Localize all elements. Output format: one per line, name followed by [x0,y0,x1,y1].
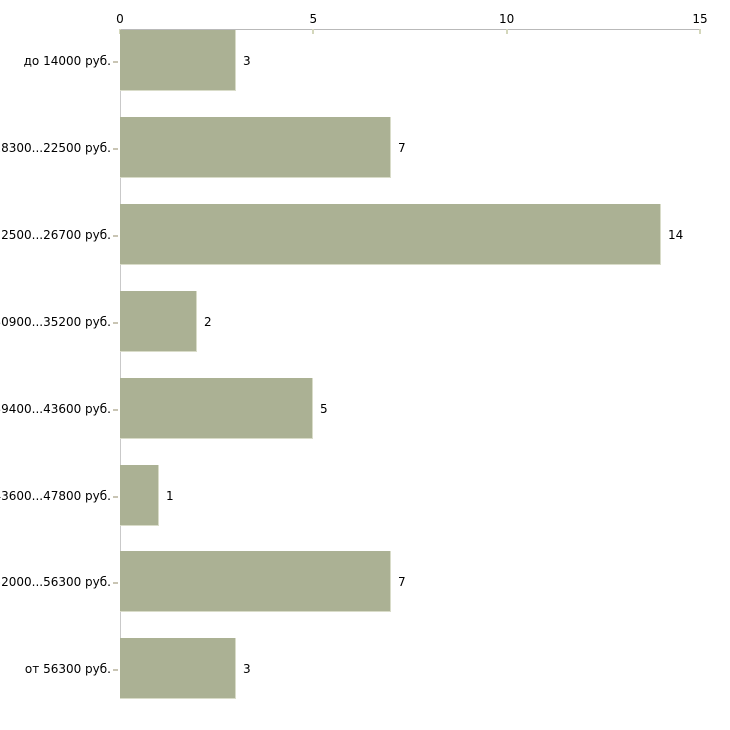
x-tick-mark [699,29,701,34]
bar [120,30,236,91]
bar-value-label: 3 [243,661,251,676]
category-tick-mark [113,235,118,237]
category-tick-mark [113,582,118,584]
x-tick-mark [312,29,315,34]
bar-value-label: 14 [668,227,684,242]
x-tick-label: 10 [499,12,515,26]
x-tick-label: 0 [116,12,124,26]
category-tick-mark [113,496,118,498]
bar-value-label: 5 [320,401,328,416]
category-label: 43600...47800 руб. [0,488,111,503]
category-tick-mark [113,61,118,63]
y-axis-line [120,29,121,699]
category-label: 30900...35200 руб. [0,314,111,329]
x-axis-line [120,29,701,30]
category-label: до 14000 руб. [23,53,111,68]
bar [120,291,197,352]
bar-value-label: 1 [166,488,174,503]
bar [120,551,391,612]
category-label: 18300...22500 руб. [0,140,111,155]
bar-value-label: 3 [243,53,251,68]
bar [120,638,236,699]
bar-value-label: 2 [204,314,212,329]
x-tick-mark [505,29,508,34]
x-tick-label: 5 [309,12,318,26]
bar-value-label: 7 [398,574,406,589]
category-tick-mark [113,409,118,411]
bar [120,465,159,526]
category-tick-mark [113,148,118,150]
bar [120,117,391,178]
category-label: 39400...43600 руб. [0,401,111,416]
bar [120,204,661,265]
category-tick-mark [113,669,118,671]
x-tick-label: 15 [692,12,708,26]
bar-value-label: 7 [398,140,406,155]
category-label: 22500...26700 руб. [0,227,111,242]
bar [120,378,313,439]
category-tick-mark [113,322,118,324]
category-label: 52000...56300 руб. [0,574,111,589]
category-label: от 56300 руб. [24,661,111,676]
